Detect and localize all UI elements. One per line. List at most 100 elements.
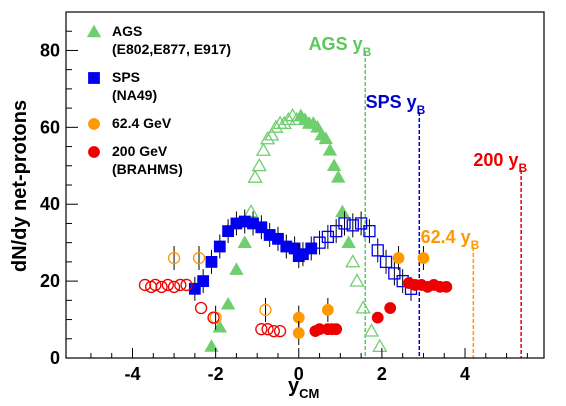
circle-marker <box>88 146 100 158</box>
circle-marker <box>384 302 397 314</box>
legend-label: SPS <box>112 69 140 85</box>
triangle-marker <box>204 339 219 352</box>
circle-marker <box>167 251 181 265</box>
square-marker <box>354 217 368 230</box>
circle-marker <box>207 311 220 324</box>
ref-line-label: AGS yB <box>309 34 372 59</box>
circle-marker <box>161 278 174 292</box>
circle-marker <box>259 303 272 317</box>
triangle-marker <box>251 157 267 172</box>
legend-label: (NA49) <box>112 87 157 103</box>
ref-line-label: 200 yB <box>473 150 527 175</box>
legend-entry-1: SPS (NA49) <box>88 69 157 103</box>
triangle-marker <box>212 319 227 333</box>
legend-label: 62.4 GeV <box>112 115 172 131</box>
legend-entry-2: 62.4 GeV <box>88 115 172 131</box>
triangle-marker <box>86 24 102 38</box>
series-0 <box>204 107 388 352</box>
circle-marker <box>255 323 268 336</box>
triangle-marker <box>318 131 333 145</box>
square-marker <box>388 267 401 280</box>
x-tick-label: 0 <box>294 364 304 384</box>
square-marker <box>205 255 218 268</box>
triangle-marker <box>276 115 292 130</box>
square-marker <box>222 225 235 238</box>
triangle-marker <box>264 127 280 141</box>
square-marker <box>188 282 201 295</box>
ref-line-label: 62.4 yB <box>421 227 480 252</box>
y-axis-title: dN/dy net-protons <box>9 100 31 272</box>
x-tick-label: -2 <box>208 364 224 384</box>
circle-marker <box>149 278 162 292</box>
series-2 <box>167 246 430 346</box>
circle-marker <box>192 251 206 265</box>
series-3 <box>138 277 453 338</box>
square-marker <box>346 219 359 232</box>
square-marker <box>371 244 384 257</box>
triangle-marker <box>331 170 346 183</box>
circle-marker <box>330 323 343 336</box>
triangle-marker <box>355 300 371 314</box>
square-marker <box>213 240 226 253</box>
square-marker <box>363 224 376 238</box>
circle-marker <box>273 324 287 338</box>
triangle-marker <box>345 254 361 268</box>
circle-marker <box>167 280 181 294</box>
circle-marker <box>194 301 208 315</box>
triangle-marker <box>255 142 272 156</box>
circle-marker <box>267 324 280 338</box>
legend-label: 200 GeV <box>112 143 168 159</box>
circle-marker <box>174 278 187 292</box>
legend-entry-0: AGS (E802,E877, E917) <box>86 23 231 57</box>
circle-marker <box>261 323 274 336</box>
x-axis-title: yCM <box>288 375 319 401</box>
y-tick-label: 40 <box>40 194 60 214</box>
circle-marker <box>440 280 453 293</box>
square-marker <box>255 221 268 234</box>
triangle-marker <box>372 338 388 352</box>
square-marker <box>88 72 100 84</box>
y-tick-label: 20 <box>40 271 60 291</box>
circle-marker <box>180 278 193 292</box>
circle-marker <box>392 252 405 264</box>
ref-line-label: SPS yB <box>366 92 426 117</box>
triangle-marker <box>247 169 263 183</box>
circle-marker <box>292 327 305 339</box>
y-tick-label: 80 <box>40 40 60 60</box>
triangle-marker <box>259 131 276 145</box>
legend-label: (E802,E877, E917) <box>112 41 231 57</box>
square-marker <box>197 275 210 288</box>
triangle-marker <box>243 204 259 218</box>
circle-marker <box>371 311 384 324</box>
data-series <box>138 107 453 352</box>
triangle-marker <box>349 273 365 287</box>
legend: AGS (E802,E877, E917) SPS (NA49) 62.4 GeV 200… <box>86 23 231 177</box>
square-marker <box>379 255 393 269</box>
triangle-marker <box>335 204 350 218</box>
triangle-marker <box>237 235 252 248</box>
legend-label: (BRAHMS) <box>112 161 183 177</box>
circle-marker <box>155 280 168 294</box>
triangle-marker <box>220 296 236 310</box>
legend-entry-3: 200 GeV (BRAHMS) <box>88 143 183 177</box>
triangle-marker <box>326 158 342 172</box>
legend-label: AGS <box>112 23 142 39</box>
triangle-marker <box>229 262 244 275</box>
circle-marker <box>88 118 100 130</box>
reference-lines: AGS yB SPS yB 62.4 yB 200 yB <box>309 34 527 358</box>
square-marker <box>272 232 284 245</box>
x-tick-label: 4 <box>460 364 470 384</box>
y-tick-label: 60 <box>40 117 60 137</box>
y-tick-label: 0 <box>50 348 60 368</box>
x-tick-label: 2 <box>377 364 387 384</box>
x-axis-title-sub: CM <box>299 386 319 401</box>
square-marker <box>338 217 351 230</box>
x-axis-title-main: y <box>288 375 300 397</box>
square-marker <box>330 224 343 238</box>
triangle-marker <box>363 323 380 337</box>
circle-marker <box>417 252 430 264</box>
triangle-marker <box>341 235 356 248</box>
triangle-marker <box>280 111 296 126</box>
triangle-marker <box>322 143 338 156</box>
